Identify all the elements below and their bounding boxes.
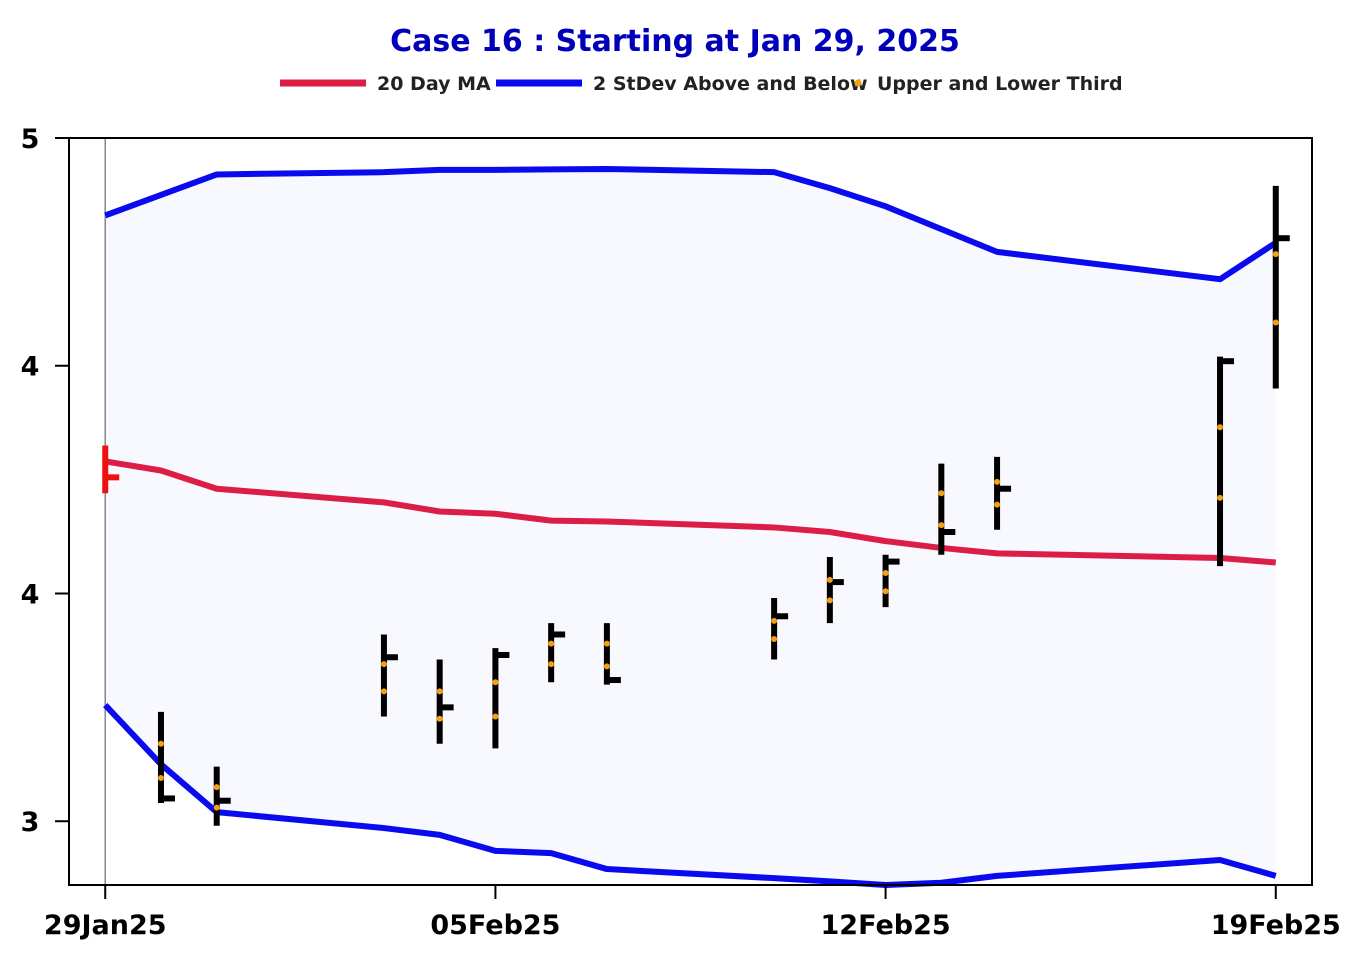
upper-third-dot-1 [157, 740, 164, 747]
lower-third-dot-1 [157, 774, 164, 781]
upper-third-dot-2 [213, 784, 220, 791]
plot-layer [102, 138, 1290, 888]
lower-third-dot-12 [994, 501, 1001, 508]
y-tick-label-2: 4 [21, 352, 40, 383]
upper-third-dot-7 [603, 640, 610, 647]
series-ma-line [104, 458, 1277, 566]
y-axis: 3 4 4 5 [21, 124, 69, 838]
x-tick-label-3: 19Feb25 [1211, 910, 1341, 941]
lower-third-dot-2 [213, 804, 220, 811]
y-tick-label-3: 5 [21, 124, 40, 155]
legend-label-band: 2 StDev Above and Below [593, 73, 868, 95]
upper-third-dot-5 [492, 679, 499, 686]
plot-frame [68, 137, 1313, 886]
upper-third-dot-13 [1217, 424, 1224, 431]
x-tick-label-2: 12Feb25 [821, 910, 951, 941]
x-tick-label-1: 05Feb25 [430, 910, 560, 941]
upper-third-dot-12 [994, 478, 1001, 485]
lower-third-dot-4 [436, 715, 443, 722]
lower-third-dot-7 [603, 663, 610, 670]
lower-third-dot-10 [882, 588, 889, 595]
lower-third-dot-14 [1272, 319, 1279, 326]
lower-third-dot-5 [492, 713, 499, 720]
upper-third-dot-11 [938, 490, 945, 497]
upper-third-dot-6 [548, 640, 555, 647]
legend-label-ma: 20 Day MA [377, 73, 491, 95]
upper-third-dot-9 [826, 576, 833, 583]
upper-third-dot-4 [436, 688, 443, 695]
x-tick-label-0: 29Jan25 [44, 910, 167, 941]
series-upper-band-line [104, 165, 1278, 283]
upper-third-dot-10 [882, 569, 889, 576]
lower-third-dot-9 [826, 597, 833, 604]
y-tick-label-1: 4 [21, 579, 40, 610]
lower-third-dot-8 [771, 636, 778, 643]
series-lower-band-line [103, 703, 1277, 888]
legend-swatch-third [854, 79, 862, 87]
lower-third-dot-3 [380, 688, 387, 695]
upper-third-dot-14 [1272, 251, 1279, 258]
legend: 20 Day MA 2 StDev Above and Below Upper … [280, 73, 1123, 95]
y-tick-label-0: 3 [21, 807, 40, 838]
lower-third-dot-13 [1217, 494, 1224, 501]
lower-third-dot-11 [938, 522, 945, 529]
lower-third-dot-6 [548, 661, 555, 668]
chart-title: Case 16 : Starting at Jan 29, 2025 [390, 24, 960, 59]
upper-third-dot-8 [771, 617, 778, 624]
x-axis: 29Jan25 05Feb25 12Feb25 19Feb25 [44, 885, 1341, 941]
upper-third-dot-3 [380, 661, 387, 668]
legend-label-third: Upper and Lower Third [877, 73, 1123, 95]
